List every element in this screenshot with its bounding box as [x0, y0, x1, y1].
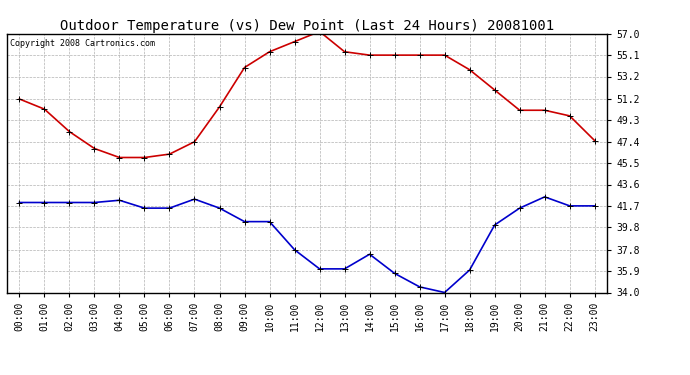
Text: Copyright 2008 Cartronics.com: Copyright 2008 Cartronics.com [10, 39, 155, 48]
Title: Outdoor Temperature (vs) Dew Point (Last 24 Hours) 20081001: Outdoor Temperature (vs) Dew Point (Last… [60, 19, 554, 33]
